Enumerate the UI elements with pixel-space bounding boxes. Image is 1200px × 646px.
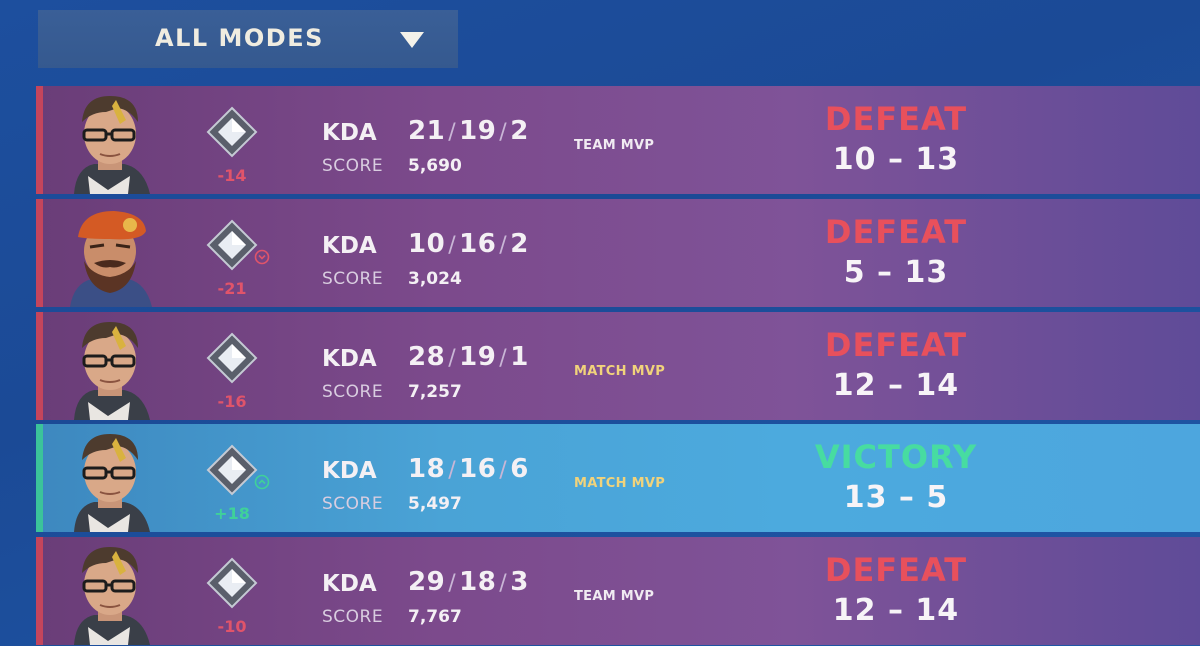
rank-rating-change: +18 [214,504,250,523]
deaths-value: 18 [459,567,497,597]
kda-label: KDA [322,346,377,372]
kills-value: 10 [408,229,446,259]
mvp-badge: MATCH MVP [574,476,666,491]
round-score: 12 – 14 [832,593,960,628]
match-row[interactable]: -16 KDA 28/19/1 SCORE 7,257 MATCH MVP DE… [36,312,1200,420]
score-value: 3,024 [408,269,462,289]
score-label: SCORE [322,607,384,627]
rank-rating-change: -10 [217,617,247,636]
score-label: SCORE [322,156,384,176]
result-accent-bar [36,199,43,307]
assists-value: 3 [510,567,529,597]
score-value: 7,257 [408,382,462,402]
rank-rating-change: -14 [217,166,247,185]
match-result: DEFEAT [824,213,968,251]
round-score: 10 – 13 [832,142,960,177]
kda-value: 28/19/1 [408,342,529,372]
assists-value: 6 [510,454,529,484]
kda-label: KDA [322,571,377,597]
triangle-down-icon[interactable] [400,32,424,48]
score-label: SCORE [322,269,384,289]
result-accent-bar [36,86,43,194]
agent-portrait-glasses-icon [54,90,164,194]
rank-rating-change: -16 [217,392,247,411]
deaths-value: 19 [459,342,497,372]
result-accent-bar [36,424,43,532]
assists-value: 2 [510,116,529,146]
match-result: DEFEAT [824,100,968,138]
match-history-list: -14 KDA 21/19/2 SCORE 5,690 TEAM MVP DEF… [0,76,1200,646]
score-label: SCORE [322,494,384,514]
match-row[interactable]: +18 KDA 18/16/6 SCORE 5,497 MATCH MVP VI… [36,424,1200,532]
score-label: SCORE [322,382,384,402]
rank-icon [204,217,260,273]
score-value: 7,767 [408,607,462,627]
kda-value: 29/18/3 [408,567,529,597]
deaths-value: 16 [459,454,497,484]
result-accent-bar [36,537,43,645]
demotion-badge-icon [254,249,270,265]
match-row[interactable]: -14 KDA 21/19/2 SCORE 5,690 TEAM MVP DEF… [36,86,1200,194]
kills-value: 29 [408,567,446,597]
kda-value: 10/16/2 [408,229,529,259]
round-score: 12 – 14 [832,368,960,403]
match-result: VICTORY [814,438,978,476]
deaths-value: 16 [459,229,497,259]
deaths-value: 19 [459,116,497,146]
match-row[interactable]: -10 KDA 29/18/3 SCORE 7,767 TEAM MVP DEF… [36,537,1200,645]
result-accent-bar [36,312,43,420]
mode-filter-label: ALL MODES [155,24,324,52]
rank-icon [204,442,260,498]
agent-portrait-glasses-icon [54,316,164,420]
agent-portrait-glasses-icon [54,541,164,645]
match-row[interactable]: -21 KDA 10/16/2 SCORE 3,024 DEFEAT 5 – 1… [36,199,1200,307]
match-result: DEFEAT [824,326,968,364]
mvp-badge: TEAM MVP [574,589,655,604]
round-score: 13 – 5 [843,480,949,515]
kda-value: 18/16/6 [408,454,529,484]
rank-rating-change: -21 [217,279,247,298]
rank-icon [204,555,260,611]
rank-icon [204,330,260,386]
rank-icon [204,104,260,160]
assists-value: 1 [510,342,529,372]
kda-label: KDA [322,233,377,259]
score-value: 5,497 [408,494,462,514]
mvp-badge: TEAM MVP [574,138,655,153]
match-result: DEFEAT [824,551,968,589]
mvp-badge: MATCH MVP [574,364,666,379]
kda-label: KDA [322,458,377,484]
agent-portrait-glasses-icon [54,428,164,532]
mode-filter-dropdown[interactable]: ALL MODES [38,10,458,68]
kda-label: KDA [322,120,377,146]
kills-value: 21 [408,116,446,146]
assists-value: 2 [510,229,529,259]
kills-value: 28 [408,342,446,372]
promotion-badge-icon [254,474,270,490]
score-value: 5,690 [408,156,462,176]
agent-portrait-beret-icon [54,203,164,307]
round-score: 5 – 13 [843,255,949,290]
kda-value: 21/19/2 [408,116,529,146]
kills-value: 18 [408,454,446,484]
